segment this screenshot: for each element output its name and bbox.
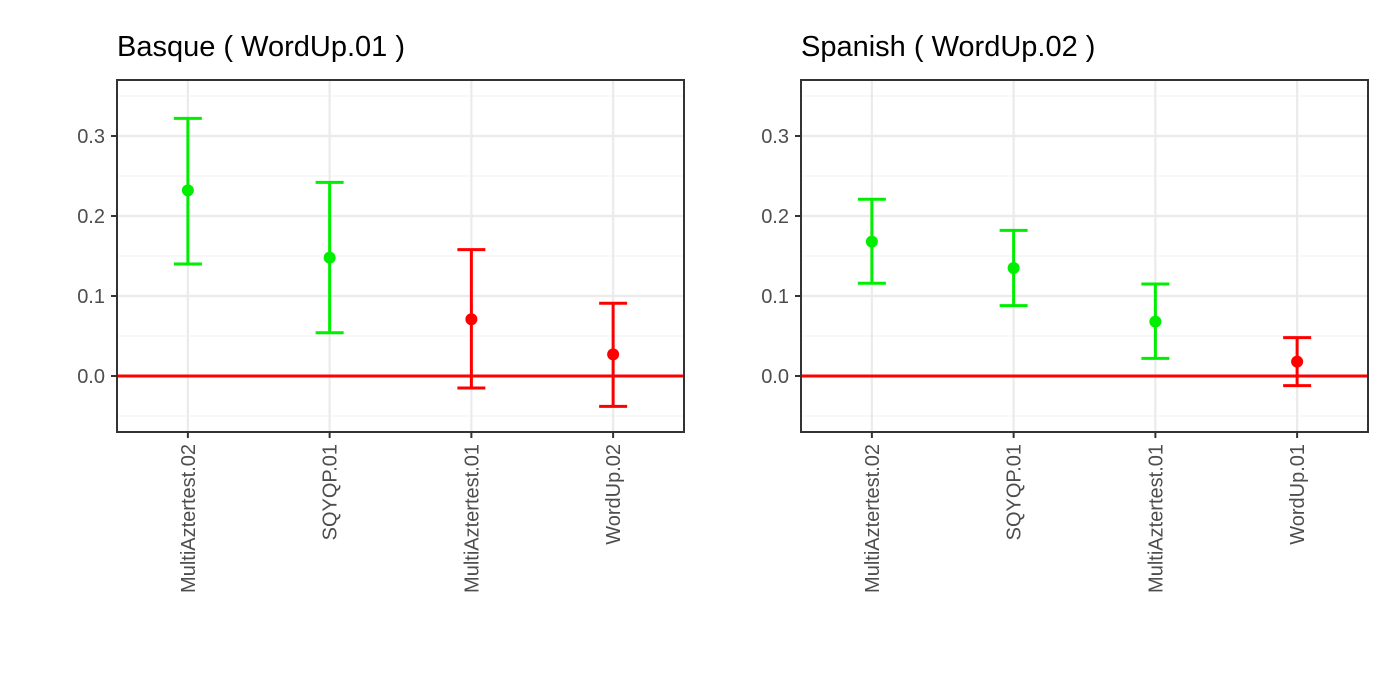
- x-tick-label: SQYQP.01: [1004, 444, 1026, 540]
- x-tick-label: MultiAztertest.01: [1145, 444, 1167, 593]
- data-point: [1007, 262, 1020, 274]
- y-tick-label: 0.0: [77, 366, 105, 388]
- data-point: [607, 348, 620, 361]
- plot-area-basque: 0.0 0.1 0.2 0.3 MultiAztertest.02 SQYQP.01 Mul…: [77, 79, 685, 593]
- plot-area-spanish: 0.0 0.1 0.2 0.3 MultiAztertest.02 SQYQP.01 Mul…: [761, 79, 1369, 593]
- y-tick-label: 0.3: [761, 126, 789, 148]
- x-tick-label: WordUp.02: [603, 444, 625, 545]
- x-tick-label: MultiAztertest.02: [178, 444, 200, 593]
- panel-spanish: Spanish ( WordUp.02 ) 0.0 0.1 0.2 0.3 MultiA…: [761, 31, 1369, 593]
- data-point: [1149, 315, 1162, 328]
- x-tick-label: WordUp.01: [1287, 444, 1309, 545]
- data-point: [181, 184, 194, 197]
- panel-border: [116, 79, 685, 433]
- y-tick-label: 0.0: [761, 366, 789, 388]
- panel-title: Spanish ( WordUp.02 ): [801, 31, 1095, 63]
- panel-border: [800, 79, 1369, 433]
- y-tick-label: 0.1: [77, 286, 105, 308]
- y-tick-label: 0.1: [761, 286, 789, 308]
- y-tick-label: 0.2: [77, 206, 105, 228]
- y-tick-label: 0.3: [77, 126, 105, 148]
- panel-title: Basque ( WordUp.01 ): [117, 31, 405, 63]
- panel-basque: Basque ( WordUp.01 ) 0.0 0.1 0.2 0.3 MultiAz…: [77, 31, 685, 593]
- data-point: [865, 235, 878, 248]
- data-point: [465, 313, 478, 326]
- x-tick-label: SQYQP.01: [320, 444, 342, 540]
- x-tick-label: MultiAztertest.01: [461, 444, 483, 593]
- data-point: [323, 251, 336, 264]
- x-tick-label: MultiAztertest.02: [862, 444, 884, 593]
- y-tick-label: 0.2: [761, 206, 789, 228]
- data-point: [1291, 355, 1304, 368]
